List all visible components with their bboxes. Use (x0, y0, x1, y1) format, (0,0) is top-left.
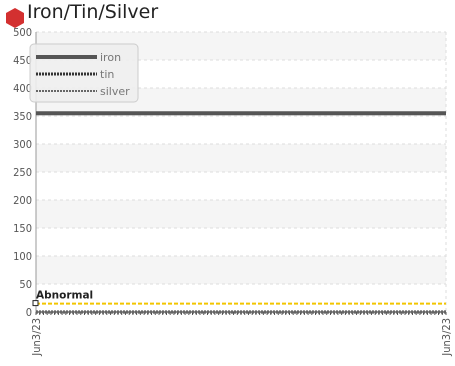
y-tick-label: 300 (13, 138, 32, 151)
y-tick-label: 150 (13, 222, 32, 235)
grid-band (36, 200, 446, 228)
grid-band (36, 144, 446, 172)
legend-label-tin: tin (100, 68, 114, 81)
y-tick-label: 400 (13, 82, 32, 95)
grid-band (36, 256, 446, 284)
x-tick-label: Jun3/23 (30, 318, 43, 357)
y-tick-label: 250 (13, 166, 32, 179)
legend-label-iron: iron (100, 51, 121, 64)
hexagon-icon (6, 8, 24, 28)
y-tick-label: 50 (19, 278, 32, 291)
y-tick-label: 350 (13, 110, 32, 123)
x-tick-label: Jun3/23 (440, 318, 453, 357)
chart-title: Iron/Tin/Silver (27, 1, 159, 23)
y-tick-label: 100 (13, 250, 32, 263)
y-tick-label: 200 (13, 194, 32, 207)
legend-label-silver: silver (100, 85, 130, 98)
threshold-label: Abnormal (36, 290, 93, 302)
y-tick-label: 450 (13, 54, 32, 67)
threshold-marker (32, 300, 39, 307)
legend[interactable]: iron tin silver (29, 43, 139, 103)
y-tick-label: 500 (13, 26, 32, 39)
y-tick-label: 0 (26, 306, 32, 319)
